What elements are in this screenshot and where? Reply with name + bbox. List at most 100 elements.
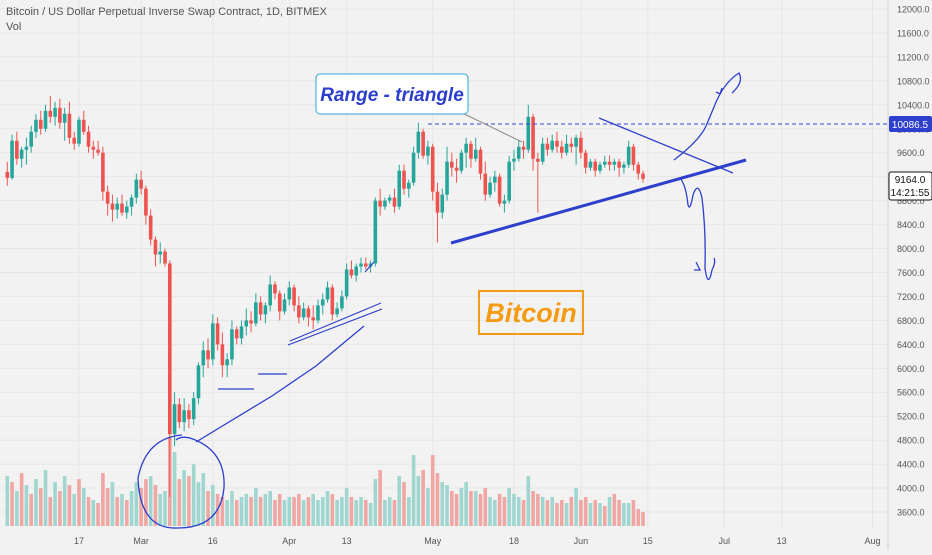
candle[interactable]	[402, 164, 406, 195]
candle[interactable]	[612, 158, 617, 171]
candle[interactable]	[349, 260, 354, 279]
candle[interactable]	[287, 281, 292, 306]
candle[interactable]	[187, 404, 191, 429]
candle[interactable]	[263, 302, 268, 324]
candle[interactable]	[598, 161, 602, 174]
candle[interactable]	[383, 197, 387, 210]
candle[interactable]	[325, 281, 330, 303]
candle[interactable]	[124, 200, 129, 219]
candle[interactable]	[297, 296, 301, 324]
candle[interactable]	[249, 311, 253, 333]
candle[interactable]	[602, 155, 607, 168]
candle[interactable]	[292, 284, 296, 312]
candle[interactable]	[622, 161, 626, 174]
candle[interactable]	[607, 155, 612, 171]
candle[interactable]	[392, 188, 397, 213]
candle[interactable]	[177, 398, 182, 429]
candle[interactable]	[421, 128, 425, 159]
candle[interactable]	[631, 143, 636, 171]
candle[interactable]	[617, 158, 621, 177]
candle[interactable]	[81, 110, 86, 135]
candle[interactable]	[239, 320, 244, 345]
candle[interactable]	[34, 113, 38, 138]
candle[interactable]	[268, 275, 272, 312]
candle[interactable]	[502, 194, 507, 213]
candle[interactable]	[540, 137, 545, 165]
candle[interactable]	[435, 182, 440, 243]
candle[interactable]	[24, 137, 29, 165]
candle[interactable]	[201, 341, 206, 378]
candle[interactable]	[96, 140, 100, 156]
candle[interactable]	[344, 263, 349, 300]
triangle-resistance-line[interactable]	[598, 117, 734, 174]
candle[interactable]	[244, 308, 249, 336]
candle[interactable]	[440, 188, 445, 219]
candle[interactable]	[574, 134, 578, 165]
candle[interactable]	[144, 185, 148, 225]
candle[interactable]	[378, 188, 382, 216]
candle[interactable]	[163, 248, 167, 267]
candle[interactable]	[38, 110, 43, 135]
candle[interactable]	[526, 104, 531, 153]
candle[interactable]	[105, 185, 110, 216]
volume-indicator-label[interactable]: Vol	[6, 21, 22, 33]
candle[interactable]	[211, 314, 215, 366]
triangle-support-line[interactable]	[450, 158, 747, 245]
bullish-projection-path[interactable]	[673, 72, 742, 161]
candle[interactable]	[373, 197, 378, 267]
candle[interactable]	[43, 104, 48, 132]
candle[interactable]	[335, 302, 339, 318]
breakout-tick-line[interactable]	[364, 261, 375, 273]
candle[interactable]	[354, 263, 359, 282]
candle[interactable]	[225, 353, 229, 378]
candle[interactable]	[445, 146, 449, 201]
candle[interactable]	[191, 392, 196, 426]
candle[interactable]	[559, 140, 564, 159]
candle[interactable]	[626, 140, 631, 168]
candle[interactable]	[493, 170, 497, 192]
candle[interactable]	[220, 332, 225, 378]
candle[interactable]	[182, 398, 186, 432]
candle[interactable]	[306, 305, 311, 327]
candle[interactable]	[311, 305, 315, 330]
candle[interactable]	[569, 137, 574, 153]
candle[interactable]	[101, 146, 105, 201]
flag-lower-line[interactable]	[287, 308, 383, 346]
candle[interactable]	[67, 101, 72, 144]
candle[interactable]	[483, 161, 488, 201]
candle[interactable]	[550, 134, 554, 153]
candle[interactable]	[158, 242, 163, 264]
candle[interactable]	[29, 125, 33, 153]
candle[interactable]	[316, 299, 320, 324]
candle[interactable]	[588, 158, 593, 171]
candle[interactable]	[387, 194, 392, 204]
candle[interactable]	[363, 257, 368, 270]
candle[interactable]	[110, 194, 115, 222]
candle[interactable]	[58, 98, 62, 129]
candle[interactable]	[516, 140, 521, 162]
candle[interactable]	[53, 101, 57, 126]
flag-upper-line[interactable]	[289, 302, 382, 342]
candle[interactable]	[254, 293, 258, 327]
candle[interactable]	[320, 293, 325, 315]
candle[interactable]	[258, 296, 263, 321]
candle[interactable]	[86, 125, 91, 153]
candle[interactable]	[407, 179, 411, 198]
candle[interactable]	[564, 134, 569, 156]
candle[interactable]	[411, 146, 416, 186]
candle[interactable]	[521, 140, 526, 159]
candle[interactable]	[10, 134, 14, 180]
candle[interactable]	[426, 140, 430, 165]
candle[interactable]	[579, 131, 583, 159]
candle[interactable]	[5, 161, 10, 186]
candle[interactable]	[478, 146, 483, 180]
candle[interactable]	[19, 146, 24, 168]
candle[interactable]	[230, 320, 234, 366]
candle[interactable]	[464, 137, 468, 168]
candle[interactable]	[234, 326, 239, 345]
candle[interactable]	[454, 158, 459, 183]
bitcoin-watermark-box[interactable]: Bitcoin	[478, 290, 584, 335]
candle[interactable]	[172, 392, 177, 447]
symbol-title[interactable]: Bitcoin / US Dollar Perpetual Inverse Sw…	[6, 6, 327, 18]
